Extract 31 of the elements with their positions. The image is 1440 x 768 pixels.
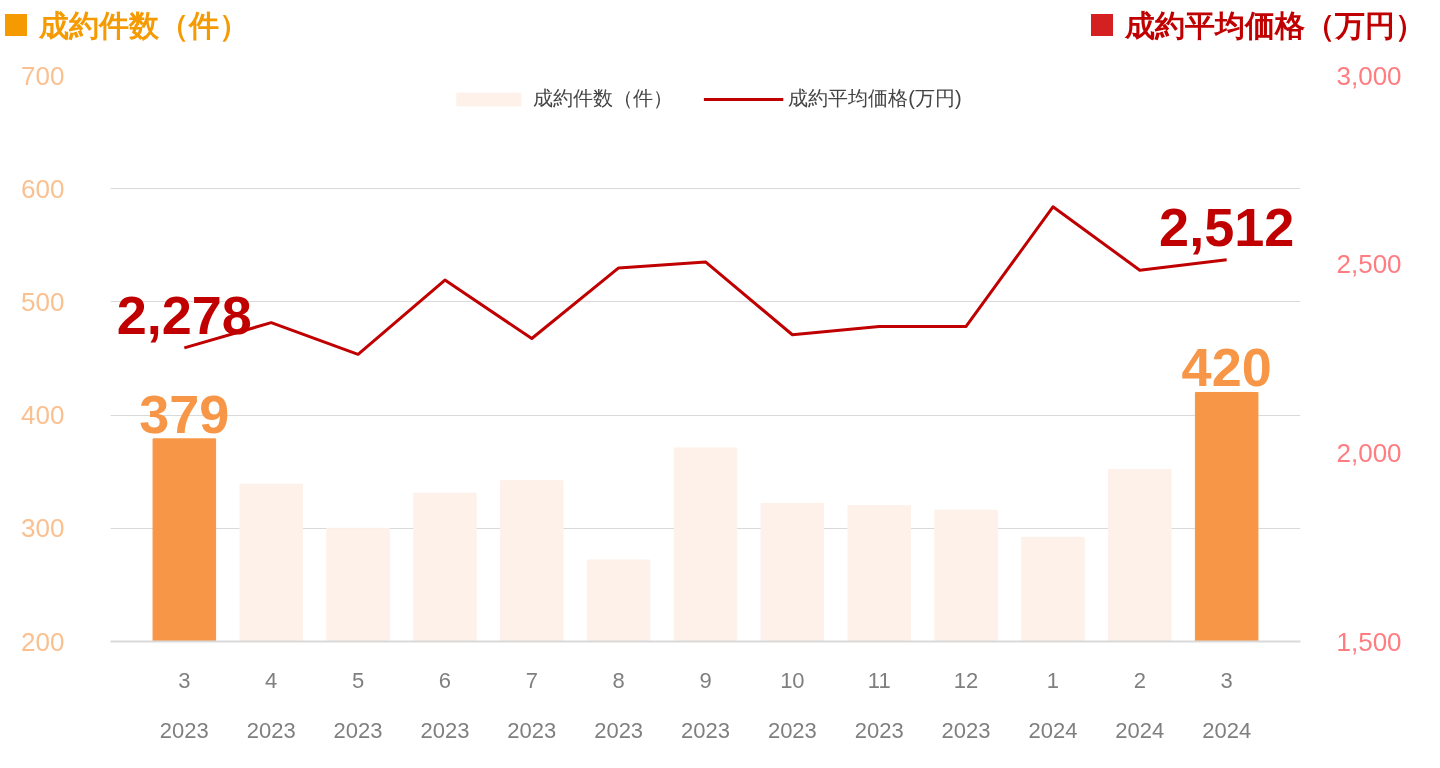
y-tick-label: 600 [21, 173, 65, 204]
x-tick-label: 7 2023 [507, 667, 557, 743]
x-tick-label: 1 2024 [1028, 667, 1078, 743]
x-tick-label: 12 2023 [941, 667, 991, 743]
y2-tick-label: 3,000 [1336, 60, 1402, 91]
x-tick-label: 2 2024 [1115, 667, 1165, 743]
y2-axis-title: 成約平均価格（万円） [1124, 8, 1425, 44]
legend-label: 成約平均価格(万円) [788, 86, 962, 111]
y2-tick-label: 1,500 [1336, 626, 1402, 657]
data-label: 420 [1181, 337, 1272, 398]
data-label: 2,278 [116, 284, 252, 345]
y2-tick-label: 2,500 [1336, 249, 1402, 280]
x-tick-label: 6 2023 [420, 667, 470, 743]
x-tick-label: 8 2023 [594, 667, 644, 743]
x-tick-label: 3 2023 [159, 667, 209, 743]
data-label: 2,512 [1159, 196, 1295, 257]
x-tick-label: 9 2023 [681, 667, 730, 743]
y-tick-label: 200 [21, 626, 65, 657]
y-tick-label: 400 [21, 400, 65, 431]
y-tick-label: 300 [21, 513, 65, 544]
y-axis-title: 成約件数（件） [38, 8, 249, 44]
x-tick-label: 5 2023 [333, 667, 383, 743]
legend-label: 成約件数（件） [533, 86, 674, 111]
data-label: 379 [139, 383, 230, 444]
y2-tick-label: 2,000 [1336, 437, 1402, 468]
x-tick-label: 10 2023 [767, 667, 817, 743]
y-tick-label: 500 [21, 286, 65, 317]
x-tick-label: 4 2023 [246, 667, 296, 743]
x-tick-label: 3 2024 [1202, 667, 1252, 743]
y-tick-label: 700 [21, 60, 65, 91]
x-tick-label: 11 2023 [854, 667, 904, 743]
